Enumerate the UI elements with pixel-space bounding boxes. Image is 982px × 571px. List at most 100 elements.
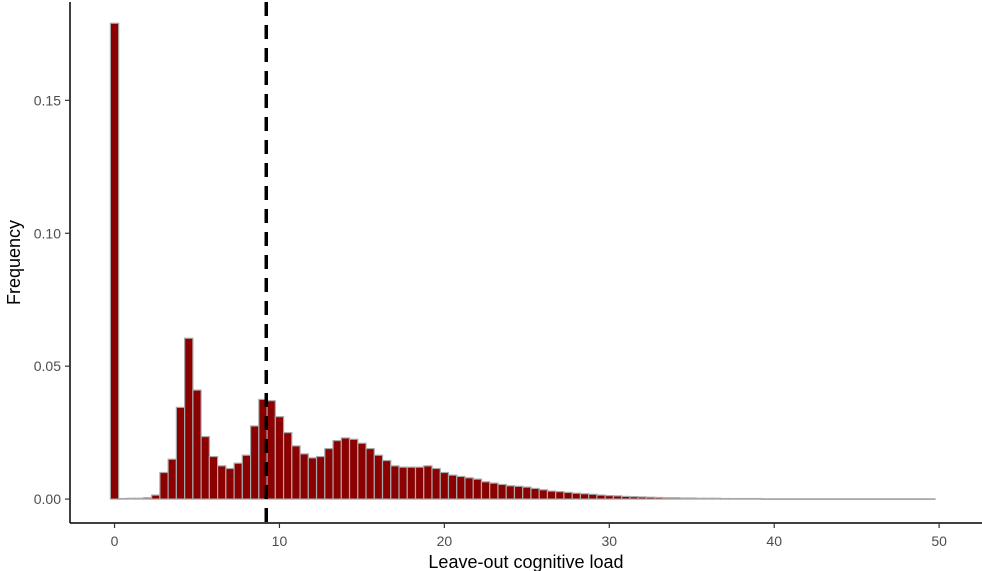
histogram-bar (769, 498, 779, 501)
histogram-bar (225, 467, 235, 500)
histogram-bar (670, 497, 680, 500)
y-tick-label: 0.10 (34, 225, 61, 241)
histogram-bar (431, 467, 441, 500)
histogram-bar (917, 498, 928, 501)
histogram-bar (513, 485, 524, 500)
histogram-bar (522, 486, 532, 500)
histogram-bar (637, 496, 647, 500)
x-tick-label: 0 (111, 533, 119, 549)
x-axis-title: Leave-out cognitive load (428, 552, 623, 571)
histogram-bar (472, 478, 483, 500)
histogram-bar (588, 493, 598, 500)
histogram-bar (744, 497, 755, 500)
histogram-bar (299, 453, 309, 500)
histogram-bar (621, 495, 631, 500)
x-axis-ticks: 0 10 20 30 40 50 (111, 523, 947, 549)
histogram-bar (307, 457, 318, 500)
histogram-bar (868, 498, 878, 501)
histogram-bar (357, 442, 367, 500)
histogram-bar (546, 490, 557, 500)
histogram-bar (785, 498, 796, 501)
histogram-bar (464, 477, 474, 500)
histogram-bar (233, 462, 243, 500)
histogram-bars (109, 22, 936, 501)
histogram-bar (456, 475, 466, 500)
histogram-bar (860, 498, 870, 501)
histogram-bar (802, 498, 812, 501)
histogram-bar (909, 498, 920, 501)
histogram-bar (604, 495, 615, 500)
histogram-bar (563, 491, 573, 500)
histogram-bar (579, 493, 590, 500)
x-tick-label: 10 (272, 533, 288, 549)
histogram-bar (439, 471, 450, 500)
histogram-bar (827, 498, 837, 501)
histogram-bar (151, 494, 161, 500)
histogram-bar (324, 447, 334, 500)
histogram-bar (662, 497, 672, 500)
histogram-bar (274, 416, 285, 500)
histogram-bar (167, 458, 177, 500)
histogram-bar (835, 498, 845, 501)
histogram-bar (538, 489, 549, 500)
histogram-bar (109, 22, 120, 500)
histogram-bar (126, 497, 136, 500)
histogram-bar (612, 495, 623, 500)
x-tick-label: 30 (601, 533, 617, 549)
histogram-bar (406, 466, 417, 500)
histogram-bar (926, 498, 936, 501)
histogram-bar (489, 482, 499, 500)
histogram-bar (810, 498, 821, 501)
histogram-bar (134, 497, 144, 500)
histogram-bar (901, 498, 911, 501)
histogram-bar (414, 466, 425, 500)
histogram-bar (423, 465, 433, 500)
histogram-bar (447, 474, 458, 500)
x-tick-label: 50 (931, 533, 947, 549)
histogram-bar (159, 471, 169, 500)
histogram-bar (728, 497, 738, 500)
histogram-bar (282, 432, 293, 500)
histogram-bar (340, 437, 351, 500)
y-tick-label: 0.15 (34, 92, 61, 108)
histogram-bar (678, 497, 689, 500)
histogram-bar (390, 465, 400, 500)
histogram-bar (695, 497, 705, 500)
y-axis-title: Frequency (4, 220, 24, 305)
histogram-bar (505, 485, 516, 500)
histogram-bar (332, 439, 342, 500)
y-tick-label: 0.05 (34, 358, 61, 374)
histogram-bar (777, 498, 788, 501)
histogram-bar (596, 494, 606, 500)
y-tick-label: 0.00 (34, 491, 61, 507)
x-tick-label: 20 (437, 533, 453, 549)
histogram-bar (241, 454, 252, 500)
histogram-bar (818, 498, 829, 501)
histogram-bar (530, 487, 540, 500)
histogram-bar (629, 496, 639, 500)
histogram-bar (884, 498, 895, 501)
histogram-bar (208, 455, 219, 500)
histogram-bar (348, 438, 359, 500)
histogram-bar (175, 406, 186, 500)
histogram-bar (291, 445, 301, 500)
histogram-bar (703, 497, 713, 500)
histogram-bar (118, 497, 128, 500)
histogram-bar (249, 425, 260, 500)
histogram-bar (480, 481, 491, 500)
histogram-bar (851, 498, 862, 501)
histogram-bar (711, 497, 722, 500)
histogram-bar (761, 498, 771, 501)
histogram-bar (315, 455, 326, 500)
histogram-bar (497, 483, 507, 500)
histogram-bar (893, 498, 903, 501)
histogram-bar (381, 459, 392, 500)
histogram-bar (736, 497, 746, 500)
histogram-bar (200, 436, 210, 500)
histogram-bar (645, 496, 656, 500)
histogram-bar (720, 497, 730, 500)
histogram-bar (555, 491, 565, 500)
histogram-bar (654, 496, 664, 500)
histogram-bar (571, 492, 582, 500)
